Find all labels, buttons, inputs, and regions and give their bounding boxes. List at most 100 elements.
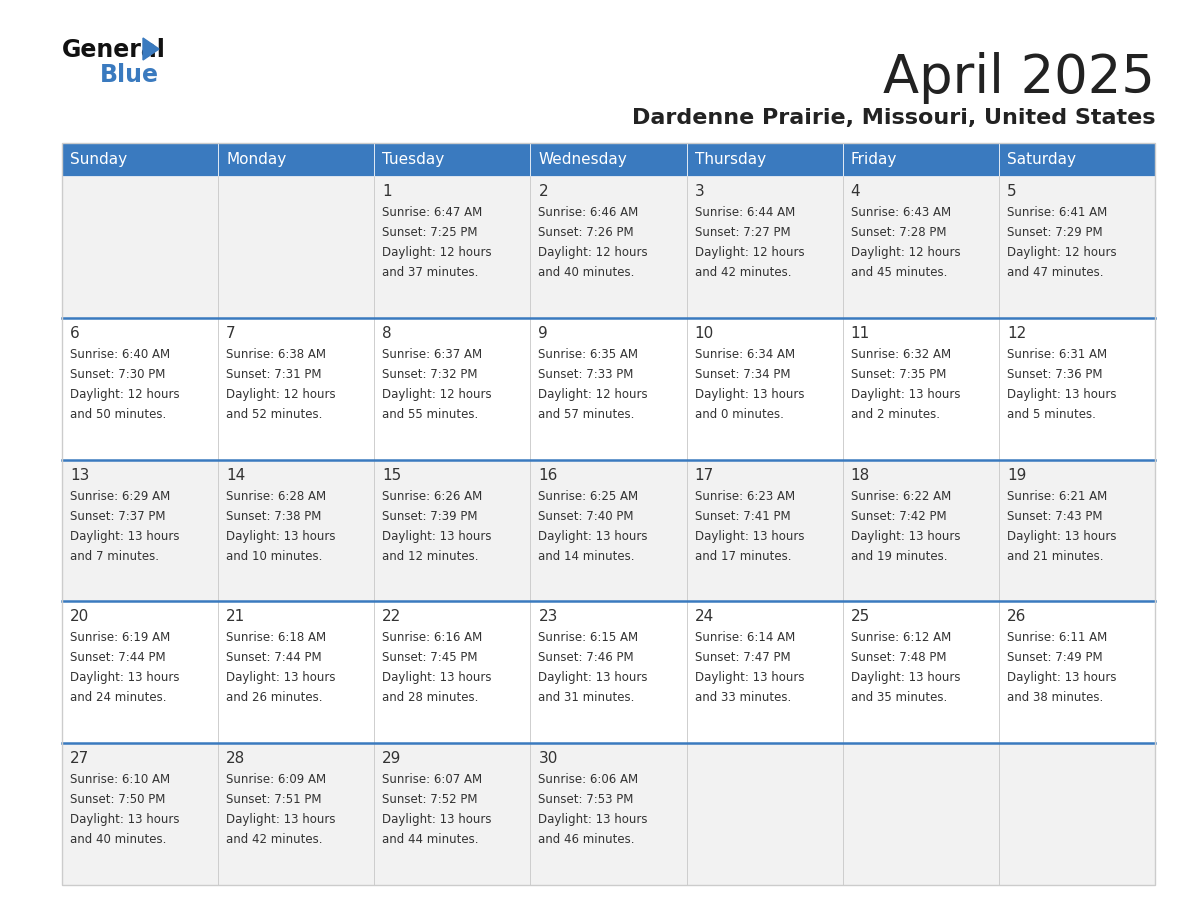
Text: 14: 14 [226,467,246,483]
Text: Daylight: 13 hours: Daylight: 13 hours [695,530,804,543]
Text: 15: 15 [383,467,402,483]
Text: Sunrise: 6:07 AM: Sunrise: 6:07 AM [383,773,482,786]
Text: 10: 10 [695,326,714,341]
Text: Friday: Friday [851,152,897,167]
Text: 6: 6 [70,326,80,341]
Text: April 2025: April 2025 [883,52,1155,104]
Text: and 19 minutes.: and 19 minutes. [851,550,947,563]
Bar [842,143,999,176]
Text: Daylight: 13 hours: Daylight: 13 hours [851,530,960,543]
Bar [530,601,687,744]
Text: Sunset: 7:37 PM: Sunset: 7:37 PM [70,509,165,522]
Text: and 37 minutes.: and 37 minutes. [383,266,479,279]
Text: Dardenne Prairie, Missouri, United States: Dardenne Prairie, Missouri, United State… [632,108,1155,128]
Text: Sunday: Sunday [70,152,127,167]
Bar [219,176,374,318]
Text: Sunrise: 6:47 AM: Sunrise: 6:47 AM [383,206,482,219]
Text: Blue: Blue [100,63,159,87]
Text: Sunset: 7:44 PM: Sunset: 7:44 PM [70,652,165,665]
Text: 24: 24 [695,610,714,624]
Text: Daylight: 13 hours: Daylight: 13 hours [851,671,960,685]
Text: Sunset: 7:40 PM: Sunset: 7:40 PM [538,509,634,522]
Text: Sunset: 7:47 PM: Sunset: 7:47 PM [695,652,790,665]
Bar [219,460,374,601]
Text: Sunrise: 6:34 AM: Sunrise: 6:34 AM [695,348,795,361]
Text: 27: 27 [70,751,89,767]
Bar [219,318,374,460]
Text: Daylight: 13 hours: Daylight: 13 hours [1007,671,1117,685]
Text: Daylight: 12 hours: Daylight: 12 hours [851,246,960,259]
Text: and 35 minutes.: and 35 minutes. [851,691,947,704]
Bar [687,318,842,460]
Text: Daylight: 13 hours: Daylight: 13 hours [226,671,336,685]
Text: and 31 minutes.: and 31 minutes. [538,691,634,704]
Bar [842,460,999,601]
Text: and 5 minutes.: and 5 minutes. [1007,408,1095,420]
Bar [999,460,1155,601]
Bar [374,143,530,176]
Bar [999,143,1155,176]
Text: Sunset: 7:25 PM: Sunset: 7:25 PM [383,226,478,239]
Text: and 57 minutes.: and 57 minutes. [538,408,634,420]
Text: Sunrise: 6:32 AM: Sunrise: 6:32 AM [851,348,950,361]
Text: General: General [62,38,166,62]
Text: Sunrise: 6:10 AM: Sunrise: 6:10 AM [70,773,170,786]
Text: Sunset: 7:33 PM: Sunset: 7:33 PM [538,368,634,381]
Text: Daylight: 13 hours: Daylight: 13 hours [383,813,492,826]
Text: Daylight: 13 hours: Daylight: 13 hours [1007,387,1117,401]
Text: and 50 minutes.: and 50 minutes. [70,408,166,420]
Text: 26: 26 [1007,610,1026,624]
Bar [62,460,219,601]
Bar [62,318,219,460]
Text: 17: 17 [695,467,714,483]
Text: 5: 5 [1007,184,1017,199]
Text: and 33 minutes.: and 33 minutes. [695,691,791,704]
Text: and 44 minutes.: and 44 minutes. [383,834,479,846]
Bar [374,318,530,460]
Text: Daylight: 12 hours: Daylight: 12 hours [695,246,804,259]
Text: Sunrise: 6:21 AM: Sunrise: 6:21 AM [1007,489,1107,502]
Text: 30: 30 [538,751,558,767]
Text: Daylight: 13 hours: Daylight: 13 hours [695,671,804,685]
Text: Sunset: 7:35 PM: Sunset: 7:35 PM [851,368,946,381]
Bar [687,460,842,601]
Text: and 42 minutes.: and 42 minutes. [226,834,323,846]
Text: Sunrise: 6:29 AM: Sunrise: 6:29 AM [70,489,170,502]
Text: Daylight: 12 hours: Daylight: 12 hours [538,387,647,401]
Text: and 40 minutes.: and 40 minutes. [70,834,166,846]
Text: Sunset: 7:42 PM: Sunset: 7:42 PM [851,509,947,522]
Text: 23: 23 [538,610,558,624]
Text: Daylight: 13 hours: Daylight: 13 hours [538,671,647,685]
Text: Daylight: 13 hours: Daylight: 13 hours [851,387,960,401]
Text: Sunrise: 6:44 AM: Sunrise: 6:44 AM [695,206,795,219]
Bar [62,601,219,744]
Bar [219,744,374,885]
Text: Sunrise: 6:37 AM: Sunrise: 6:37 AM [383,348,482,361]
Text: Sunrise: 6:31 AM: Sunrise: 6:31 AM [1007,348,1107,361]
Text: Sunrise: 6:18 AM: Sunrise: 6:18 AM [226,632,327,644]
Text: 25: 25 [851,610,870,624]
Text: 2: 2 [538,184,548,199]
Text: Daylight: 13 hours: Daylight: 13 hours [70,813,179,826]
Text: 7: 7 [226,326,235,341]
Bar [999,601,1155,744]
Text: 19: 19 [1007,467,1026,483]
Text: Saturday: Saturday [1007,152,1076,167]
Text: and 45 minutes.: and 45 minutes. [851,266,947,279]
Text: Sunset: 7:28 PM: Sunset: 7:28 PM [851,226,946,239]
Text: Sunset: 7:31 PM: Sunset: 7:31 PM [226,368,322,381]
Text: and 0 minutes.: and 0 minutes. [695,408,783,420]
Text: Sunrise: 6:46 AM: Sunrise: 6:46 AM [538,206,639,219]
Text: 21: 21 [226,610,246,624]
Text: Sunrise: 6:09 AM: Sunrise: 6:09 AM [226,773,327,786]
Text: 29: 29 [383,751,402,767]
Text: 11: 11 [851,326,870,341]
Text: and 55 minutes.: and 55 minutes. [383,408,479,420]
Text: and 10 minutes.: and 10 minutes. [226,550,322,563]
Bar [530,744,687,885]
Bar [687,176,842,318]
Text: Sunrise: 6:35 AM: Sunrise: 6:35 AM [538,348,638,361]
Bar [530,460,687,601]
Text: 9: 9 [538,326,548,341]
Text: Daylight: 12 hours: Daylight: 12 hours [226,387,336,401]
